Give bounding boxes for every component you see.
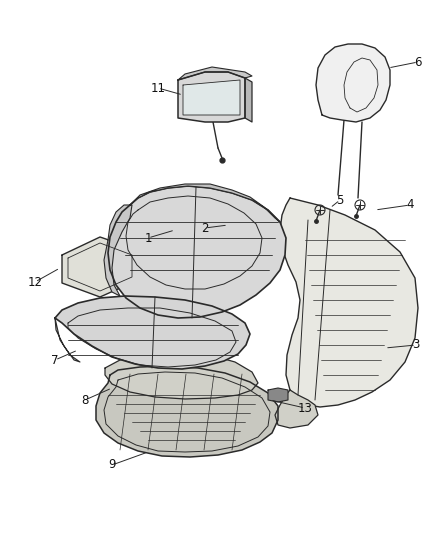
- Polygon shape: [55, 296, 250, 369]
- Text: 3: 3: [412, 338, 420, 351]
- Polygon shape: [183, 80, 240, 115]
- Text: 7: 7: [51, 353, 59, 367]
- Polygon shape: [245, 78, 252, 122]
- Polygon shape: [104, 205, 132, 296]
- Polygon shape: [280, 198, 418, 407]
- Text: 6: 6: [414, 55, 422, 69]
- Polygon shape: [316, 44, 390, 122]
- Polygon shape: [96, 366, 278, 457]
- Polygon shape: [105, 352, 258, 399]
- Polygon shape: [130, 184, 280, 222]
- Text: 1: 1: [144, 231, 152, 245]
- Text: 11: 11: [151, 82, 166, 94]
- Text: 8: 8: [81, 393, 88, 407]
- Text: 2: 2: [201, 222, 209, 235]
- Text: 12: 12: [28, 276, 42, 288]
- Text: 9: 9: [108, 458, 116, 472]
- Polygon shape: [55, 318, 80, 362]
- Text: 5: 5: [336, 193, 344, 206]
- Polygon shape: [178, 67, 252, 80]
- Polygon shape: [108, 186, 286, 318]
- Text: 4: 4: [406, 198, 414, 212]
- Polygon shape: [275, 390, 318, 428]
- Polygon shape: [268, 388, 288, 402]
- Text: 13: 13: [297, 401, 312, 415]
- Polygon shape: [62, 237, 138, 297]
- Polygon shape: [178, 72, 245, 122]
